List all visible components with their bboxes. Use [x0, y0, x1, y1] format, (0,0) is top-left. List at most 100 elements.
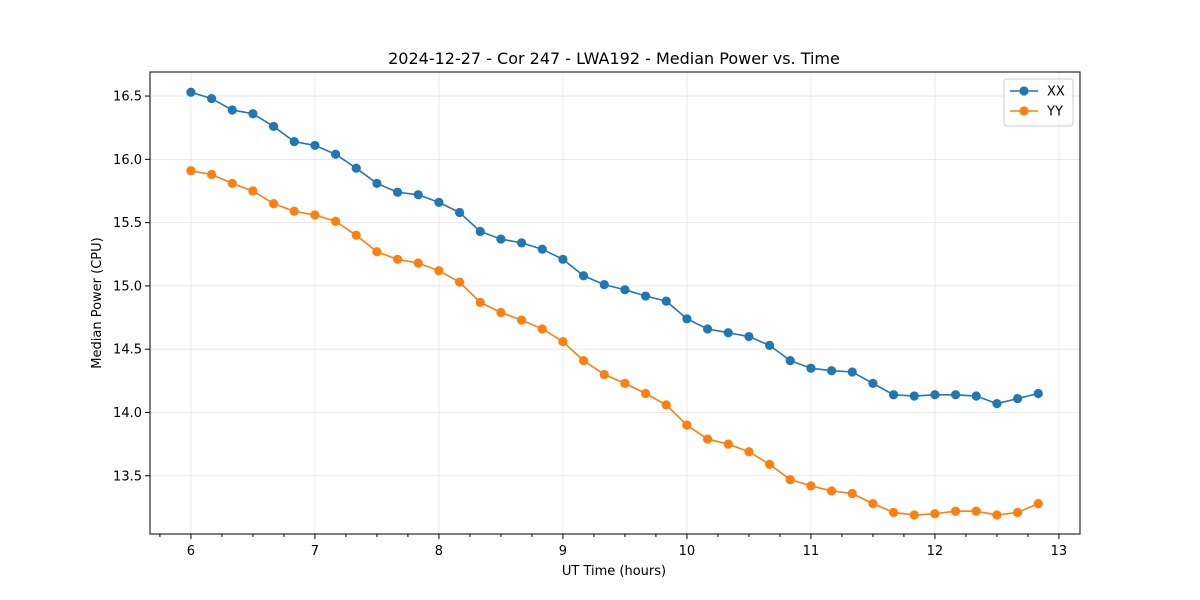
data-point-xx — [1012, 393, 1023, 404]
data-point-yy — [992, 510, 1002, 520]
x-tick-label: 9 — [559, 544, 567, 559]
x-tick-label: 7 — [311, 544, 319, 559]
data-point-xx — [372, 178, 382, 188]
data-point-xx — [1033, 388, 1043, 399]
series-yy — [186, 166, 1043, 520]
series-layer — [186, 87, 1043, 520]
data-point-yy — [289, 206, 299, 216]
data-point-xx — [971, 391, 981, 401]
data-point-yy — [330, 216, 341, 226]
data-point-yy — [475, 297, 485, 307]
data-point-yy — [930, 509, 940, 519]
legend: XX YY — [1003, 78, 1074, 127]
data-point-yy — [1012, 507, 1023, 518]
data-point-yy — [186, 166, 196, 176]
data-point-yy — [971, 506, 981, 516]
data-point-yy — [454, 277, 465, 287]
data-point-yy — [351, 230, 361, 240]
data-point-xx — [537, 244, 547, 254]
data-point-xx — [868, 378, 878, 388]
data-point-xx — [661, 296, 671, 306]
data-point-yy — [268, 199, 279, 209]
data-point-xx — [620, 285, 630, 295]
data-point-yy — [227, 178, 237, 188]
data-point-xx — [496, 234, 506, 244]
data-point-yy — [537, 324, 547, 334]
data-point-yy — [434, 266, 444, 276]
legend-marker — [1019, 106, 1029, 116]
data-point-yy — [372, 247, 382, 257]
data-point-xx — [434, 197, 444, 207]
data-point-xx — [785, 355, 795, 366]
data-point-xx — [351, 163, 361, 173]
data-point-xx — [413, 190, 423, 200]
legend-entry-yy: YY — [1010, 105, 1063, 120]
data-point-xx — [454, 207, 465, 218]
data-point-xx — [248, 109, 258, 119]
data-point-xx — [682, 314, 692, 324]
axes-layer: 6 7 8 9 10 11 12 13 13.5 14.0 14.5 15.0 15.5 16.0 16.5 — [113, 71, 1081, 559]
series-xx — [186, 87, 1043, 409]
chart-title: 2024-12-27 - Cor 247 - LWA192 - Median P… — [388, 49, 840, 68]
data-point-yy — [1033, 499, 1043, 509]
y-tick-label: 14.0 — [113, 406, 142, 421]
data-point-xx — [392, 187, 403, 197]
data-point-yy — [806, 481, 816, 491]
data-point-yy — [620, 378, 630, 388]
data-point-yy — [888, 507, 899, 518]
data-point-yy — [516, 315, 527, 325]
data-point-xx — [888, 390, 899, 400]
y-tick-label: 16.0 — [113, 153, 142, 168]
data-point-yy — [640, 388, 651, 399]
data-point-yy — [248, 186, 258, 196]
data-point-xx — [847, 367, 857, 377]
data-point-yy — [826, 486, 837, 496]
data-point-xx — [764, 340, 775, 351]
y-tick-label: 14.5 — [113, 343, 142, 358]
data-point-xx — [516, 238, 527, 248]
data-point-yy — [868, 499, 878, 509]
y-tick-label: 15.0 — [113, 279, 142, 294]
data-point-xx — [909, 391, 919, 401]
data-point-yy — [744, 447, 754, 457]
data-point-xx — [186, 87, 196, 97]
data-point-xx — [806, 363, 816, 373]
data-point-xx — [826, 366, 837, 376]
y-tick-label: 16.5 — [113, 90, 142, 105]
data-point-yy — [909, 510, 919, 520]
data-point-xx — [310, 140, 320, 151]
legend-marker — [1019, 86, 1029, 96]
data-point-xx — [599, 280, 609, 290]
data-point-yy — [599, 369, 609, 380]
data-point-xx — [227, 105, 237, 115]
x-tick-label: 10 — [679, 544, 696, 559]
y-axis-label: Median Power (CPU) — [90, 237, 105, 368]
data-point-yy — [950, 506, 961, 516]
legend-label: XX — [1047, 85, 1065, 100]
data-point-yy — [392, 254, 403, 264]
legend-entry-xx: XX — [1010, 85, 1065, 100]
data-point-yy — [764, 459, 775, 469]
data-point-xx — [206, 93, 217, 104]
data-point-xx — [475, 226, 485, 237]
y-tick-label: 13.5 — [113, 469, 142, 484]
data-point-xx — [558, 254, 568, 264]
data-point-yy — [785, 474, 795, 485]
plot-frame — [149, 71, 1081, 535]
data-point-yy — [661, 400, 671, 410]
x-tick-label: 11 — [803, 544, 820, 559]
data-point-xx — [268, 121, 279, 132]
x-tick-label: 6 — [187, 544, 195, 559]
data-point-xx — [289, 137, 299, 147]
data-point-xx — [330, 149, 341, 159]
grid-layer — [150, 72, 1080, 534]
data-point-xx — [744, 331, 754, 342]
data-point-xx — [702, 324, 713, 334]
data-point-yy — [847, 488, 857, 499]
data-point-xx — [578, 271, 589, 281]
data-point-xx — [723, 328, 733, 338]
x-tick-label: 13 — [1051, 544, 1068, 559]
x-axis-label: UT Time (hours) — [562, 564, 666, 579]
data-point-yy — [310, 210, 320, 220]
